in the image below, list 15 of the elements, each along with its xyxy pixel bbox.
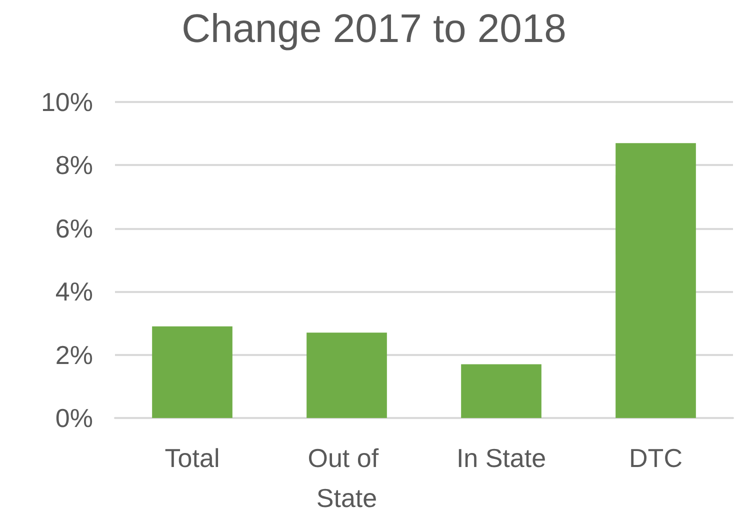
bar <box>461 364 542 418</box>
y-tick-label: 10% <box>40 87 93 117</box>
x-tick-label: DTC <box>629 443 682 473</box>
chart-title: Change 2017 to 2018 <box>182 7 566 51</box>
bar <box>616 143 696 418</box>
y-tick-label: 8% <box>55 150 93 180</box>
bar <box>152 326 232 418</box>
y-tick-label: 4% <box>55 276 93 307</box>
bar <box>306 332 387 418</box>
y-tick-label: 0% <box>55 403 93 433</box>
x-tick-label: Total <box>164 443 220 473</box>
y-tick-label: 6% <box>55 213 93 244</box>
x-tick-label: In State <box>456 443 546 473</box>
x-tick-label: Out of State <box>308 443 386 513</box>
y-tick-label: 2% <box>55 340 93 370</box>
